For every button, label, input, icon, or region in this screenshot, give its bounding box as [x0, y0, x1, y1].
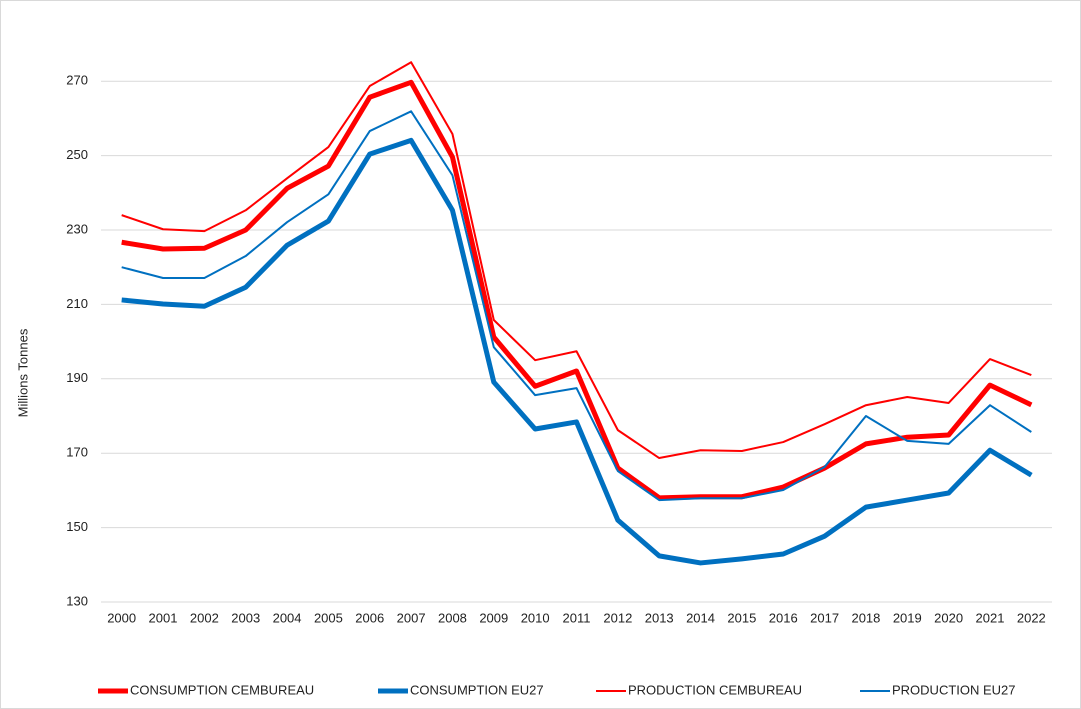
- x-tick-label: 2005: [314, 610, 343, 625]
- x-tick-label: 2003: [231, 610, 260, 625]
- series-line: [121, 61, 1032, 460]
- y-tick-label: 150: [66, 519, 88, 534]
- x-tick-label: 2007: [397, 610, 426, 625]
- x-tick-label: 2000: [107, 610, 136, 625]
- x-tick-label: 2001: [149, 610, 178, 625]
- y-tick-label: 210: [66, 296, 88, 311]
- legend-label: PRODUCTION CEMBUREAU: [628, 682, 802, 697]
- series-line: [121, 137, 1033, 566]
- legend-label: PRODUCTION EU27: [892, 682, 1016, 697]
- y-axis-label: Millions Tonnes: [15, 328, 30, 417]
- y-tick-label: 170: [66, 445, 88, 460]
- x-tick-label: 2009: [479, 610, 508, 625]
- x-tick-label: 2011: [563, 610, 591, 625]
- x-tick-label: 2018: [851, 610, 880, 625]
- x-tick-label: 2016: [769, 610, 798, 625]
- x-tick-label: 2002: [190, 610, 219, 625]
- y-tick-label: 230: [66, 221, 88, 236]
- x-tick-label: 2017: [810, 610, 839, 625]
- x-tick-label: 2021: [976, 610, 1005, 625]
- legend-label: CONSUMPTION CEMBUREAU: [130, 682, 314, 697]
- x-tick-label: 2010: [521, 610, 550, 625]
- x-tick-label: 2012: [603, 610, 632, 625]
- x-tick-label: 2019: [893, 610, 922, 625]
- y-tick-label: 190: [66, 370, 88, 385]
- y-tick-label: 250: [66, 147, 88, 162]
- y-tick-label: 130: [66, 593, 88, 608]
- x-tick-label: 2022: [1017, 610, 1046, 625]
- y-tick-label: 270: [66, 73, 88, 88]
- series-line: [121, 79, 1033, 501]
- x-tick-label: 2013: [645, 610, 674, 625]
- legend-label: CONSUMPTION EU27: [410, 682, 544, 697]
- x-tick-label: 2004: [273, 610, 302, 625]
- x-tick-label: 2008: [438, 610, 467, 625]
- x-tick-label: 2006: [355, 610, 384, 625]
- x-tick-label: 2015: [727, 610, 756, 625]
- x-tick-label: 2020: [934, 610, 963, 625]
- series-line: [121, 110, 1032, 502]
- x-tick-label: 2014: [686, 610, 715, 625]
